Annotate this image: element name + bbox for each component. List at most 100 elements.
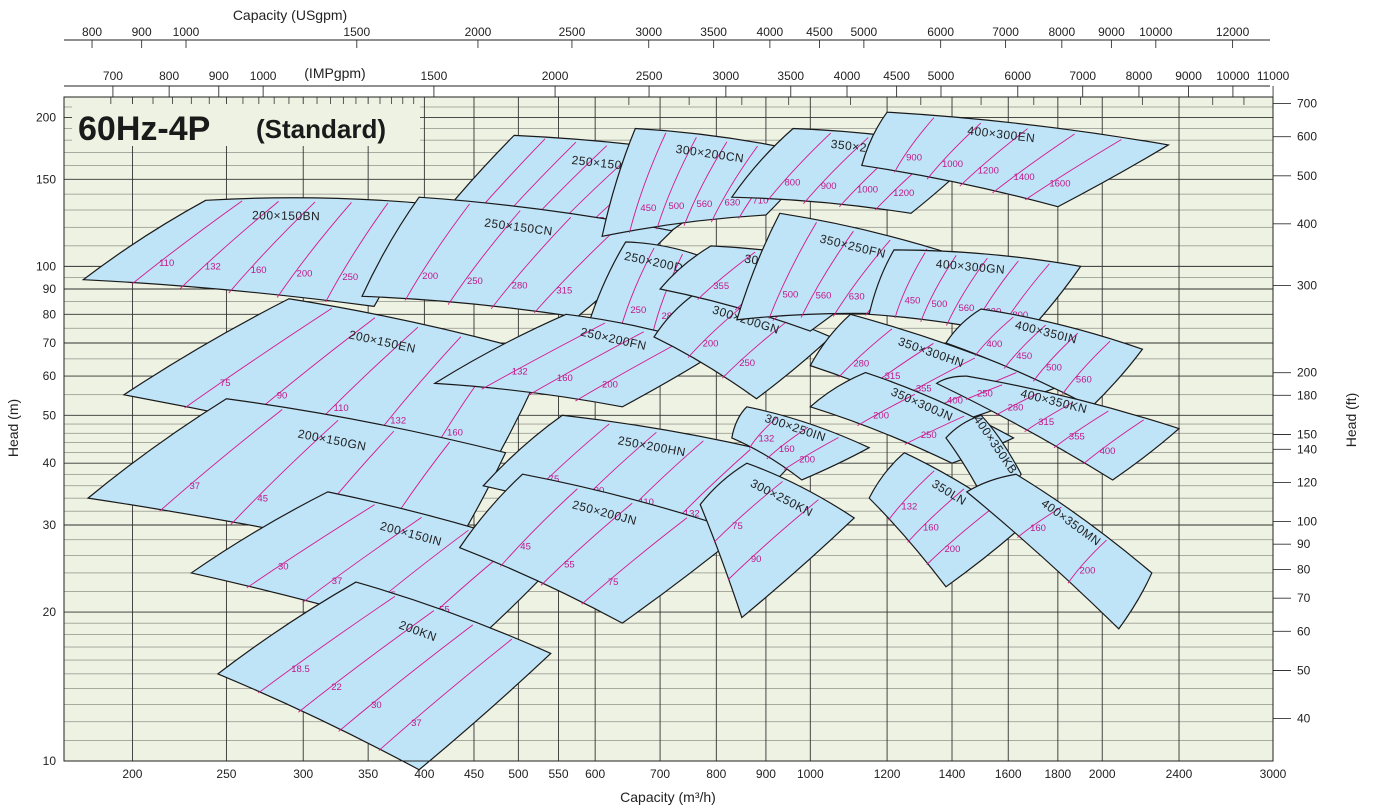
power-curve-label: 280 <box>1008 403 1024 414</box>
power-curve-label: 132 <box>758 434 774 445</box>
power-curve <box>1083 419 1144 465</box>
y-tick-label-left: 200 <box>36 110 56 124</box>
power-curve-label: 37 <box>332 576 343 587</box>
power-curve-label: 710 <box>753 196 769 207</box>
power-curve-label: 37 <box>411 718 422 729</box>
power-curve <box>1062 340 1111 395</box>
x-tick-label: 800 <box>706 767 726 781</box>
power-curve-label: 250 <box>630 305 646 316</box>
power-curve-label: 200 <box>1080 566 1096 577</box>
pump-region: 450500560630800400×300GN <box>868 249 1082 338</box>
power-curve-label: 250 <box>921 430 937 441</box>
power-curve-label: 160 <box>1030 523 1046 534</box>
power-curve-label: 110 <box>639 497 654 508</box>
power-curve <box>651 253 683 338</box>
usgpm-tick-label: 4000 <box>757 25 784 39</box>
power-curve-label: 315 <box>885 371 901 382</box>
power-curve-label: 110 <box>159 258 174 269</box>
power-curve-label: 900 <box>821 181 837 192</box>
power-curve-label: 1000 <box>857 185 878 196</box>
power-curve-label: 55 <box>564 559 575 570</box>
power-curve <box>528 331 645 396</box>
power-curve-label: 200 <box>873 411 889 422</box>
power-curve-label: 560 <box>816 291 832 302</box>
power-curve-label: 200 <box>297 269 313 280</box>
y-tick-label-right: 40 <box>1297 711 1311 725</box>
power-curve <box>683 141 728 226</box>
y-tick-label-right: 50 <box>1297 663 1311 677</box>
power-curve-label: 900 <box>906 152 922 163</box>
power-curve-label: 630 <box>724 197 740 208</box>
power-curve <box>803 137 869 204</box>
usgpm-tick-label: 12000 <box>1216 25 1250 39</box>
power-curve-label: 355 <box>1069 432 1085 443</box>
power-curve-label: 315 <box>1038 417 1054 428</box>
power-curve-label: 500 <box>932 299 948 310</box>
power-curve-label: 450 <box>905 296 921 307</box>
power-curve <box>768 222 817 319</box>
power-curve <box>832 239 891 317</box>
usgpm-tick-label: 3500 <box>700 25 727 39</box>
power-curve-label: 280 <box>512 281 528 292</box>
power-curve-label: 30 <box>278 561 289 572</box>
pump-region-outline <box>861 111 1171 208</box>
power-curve <box>920 255 957 323</box>
power-curve-label: 500 <box>1046 363 1062 374</box>
power-curve <box>894 252 926 319</box>
power-curve <box>904 415 965 445</box>
y-tick-label-right: 180 <box>1297 388 1317 402</box>
y-tick-label-left: 40 <box>43 456 57 470</box>
power-curve <box>628 132 667 233</box>
power-curve-label: 800 <box>785 178 801 189</box>
y-tick-label-right: 500 <box>1297 169 1317 183</box>
power-curve-label: 500 <box>668 201 684 212</box>
power-curve-label: 90 <box>751 554 762 565</box>
plot-frame <box>63 96 1274 762</box>
power-curve <box>447 210 521 305</box>
impgpm-tick-label: 6000 <box>1004 69 1031 83</box>
y-axis-title-left: Head (m) <box>5 399 21 457</box>
y-tick-label-left: 10 <box>43 754 57 768</box>
power-curve-label: 1200 <box>893 188 914 199</box>
x-tick-label: 1800 <box>1045 767 1072 781</box>
pump-region: 110 132 160 200 250 200×150BN <box>81 197 426 308</box>
power-curve-label: 250 <box>977 388 993 399</box>
usgpm-tick-label: 10000 <box>1139 25 1173 39</box>
power-curve <box>697 251 756 300</box>
power-curve-label: 18.5 <box>291 664 310 675</box>
y-tick-label-left: 70 <box>43 336 57 350</box>
impgpm-tick-label: 1000 <box>250 69 277 83</box>
power-curve <box>179 201 279 289</box>
pump-model-label: 200×150BN <box>252 208 320 223</box>
power-curve <box>894 117 935 173</box>
power-curve-label: 630 <box>849 292 865 303</box>
y-tick-label-right: 90 <box>1297 537 1311 551</box>
y-tick-label-left: 50 <box>43 408 57 422</box>
power-curve <box>540 502 633 586</box>
x-tick-label: 550 <box>548 767 568 781</box>
power-curve-label: 75 <box>608 577 619 588</box>
power-curve-label: 90 <box>277 390 288 401</box>
power-curve-label: 315 <box>556 285 572 296</box>
power-curve <box>710 145 758 223</box>
power-curve-label: 500 <box>782 289 798 300</box>
power-curve <box>946 257 988 326</box>
x-tick-label: 1400 <box>939 767 966 781</box>
power-curve <box>131 200 243 285</box>
x-tick-label: 700 <box>650 767 670 781</box>
usgpm-tick-label: 900 <box>132 25 152 39</box>
x-tick-label: 350 <box>358 767 378 781</box>
power-curve-label: 132 <box>390 415 406 426</box>
power-curve-label: 250 <box>739 358 755 369</box>
power-curve <box>246 504 375 589</box>
power-curve <box>926 122 982 180</box>
power-curve-label: 400 <box>986 339 1002 350</box>
power-curve-label: 200 <box>422 271 438 282</box>
impgpm-tick-label: 9000 <box>1175 69 1202 83</box>
y-tick-label-left: 100 <box>36 259 56 273</box>
y-tick-label-left: 60 <box>43 369 57 383</box>
power-curve-label: 450 <box>1016 351 1032 362</box>
power-curve-label: 250 <box>342 272 358 283</box>
